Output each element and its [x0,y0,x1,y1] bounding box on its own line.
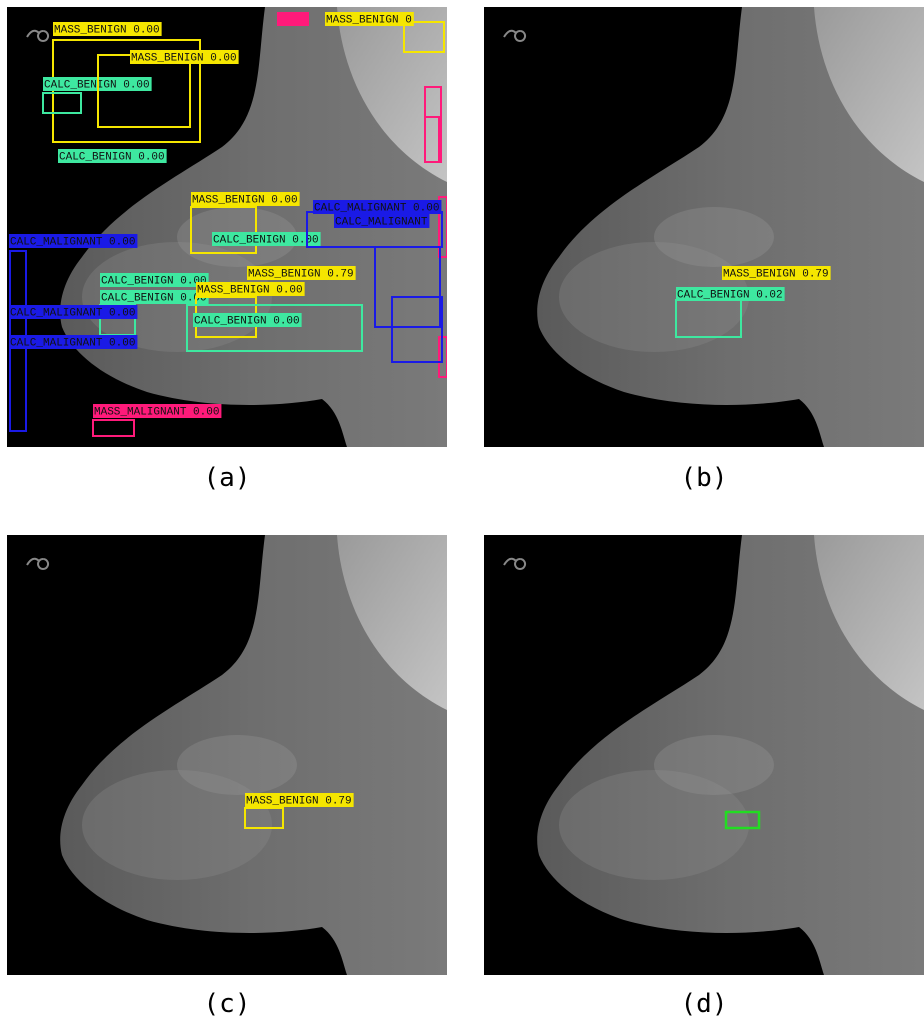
detection-label: CALC_MALIGNANT 0.00 [10,337,135,349]
mammogram [7,535,447,975]
panel-caption: (d) [681,989,728,1019]
detection-label: MASS_BENIGN 0.79 [246,795,352,807]
detection-label: CALC_BENIGN 0.02 [677,289,783,301]
detection-label: CALC_MALIGNANT 0.00 [314,202,439,214]
detection-label: MASS_BENIGN 0.79 [723,268,829,280]
detection-label: CALC_BENIGN 0.00 [59,151,165,163]
image-panel [484,535,924,975]
image-panel: MASS_BENIGN 0.79 [7,535,447,975]
detection-label: MASS_BENIGN 0.00 [131,52,237,64]
detection-label: MASS_BENIGN 0.00 [192,194,298,206]
panel-caption: (b) [681,463,728,493]
detection-label: MASS_BENIGN 0.00 [197,284,303,296]
mammogram [484,7,924,447]
panel-caption: (c) [204,989,251,1019]
detection-label: CALC_MALIGNANT 0.00 [10,236,135,248]
detection-label: MASS_BENIGN 0 [326,14,412,26]
detection-label: CALC_BENIGN 0.00 [101,292,207,304]
image-panel: MASS_BENIGN 0.79 CALC_BENIGN 0.02 [484,7,924,447]
detection-label: MASS_BENIGN 0.79 [248,268,354,280]
panel-caption: (a) [204,463,251,493]
detection-label: CALC_BENIGN 0.00 [44,79,150,91]
detection-label: MASS_BENIGN 0.00 [54,24,160,36]
page: MASS_BENIGN 0.00CALC_BENIGN 0.00MASS_BEN… [0,0,924,1020]
detection-label: CALC_BENIGN 0.00 [213,234,319,246]
detection-label: CALC_BENIGN 0.00 [194,315,300,327]
detection-label: MASS_MALIGNANT 0.00 [94,406,219,418]
detection-label: CALC_BENIGN 0.00 [101,275,207,287]
detection-label: CALC_MALIGNANT 0.00 [10,307,135,319]
detection-label: CALC_MALIGNANT [335,216,428,228]
mammogram [484,535,924,975]
figure: MASS_BENIGN 0.00CALC_BENIGN 0.00MASS_BEN… [0,0,924,1020]
detection-box [277,12,309,26]
